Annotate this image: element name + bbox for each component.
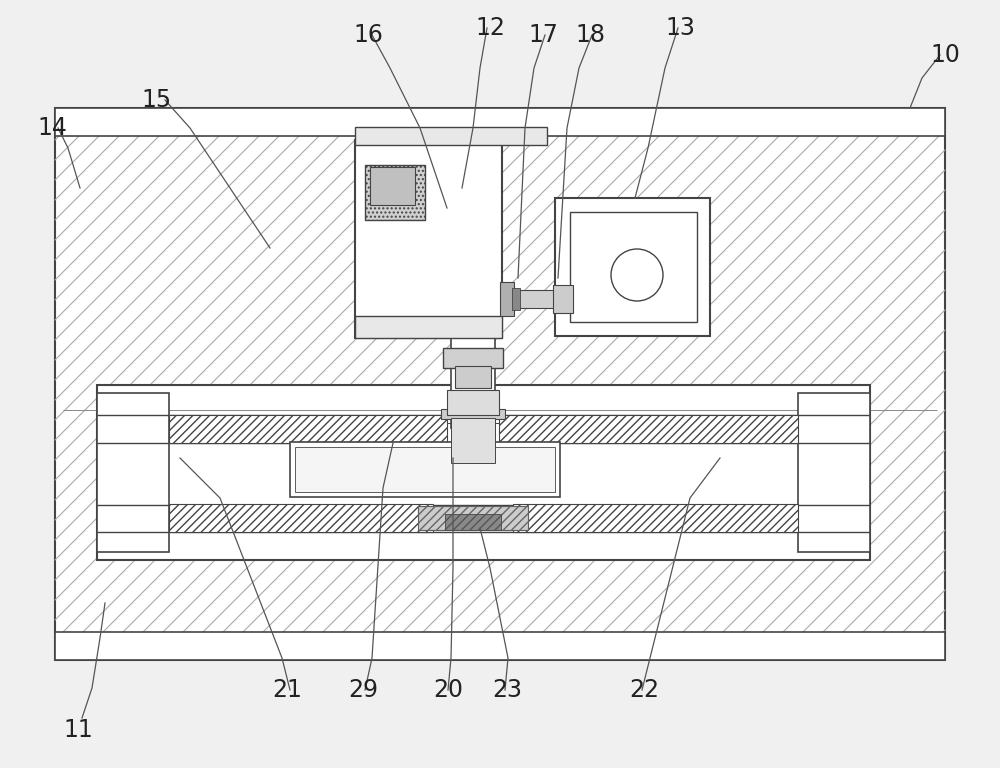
Bar — [370, 167, 415, 205]
Bar — [169, 415, 447, 443]
Text: 12: 12 — [475, 16, 505, 40]
Bar — [451, 338, 495, 428]
Bar — [55, 108, 945, 136]
Text: 20: 20 — [433, 678, 463, 702]
Bar — [418, 506, 528, 530]
Bar — [445, 514, 501, 530]
Bar — [512, 288, 520, 310]
Bar — [499, 415, 798, 443]
Bar — [451, 418, 495, 463]
Text: 29: 29 — [348, 678, 378, 702]
Text: 14: 14 — [37, 116, 67, 140]
Bar — [97, 385, 870, 560]
Bar — [418, 506, 528, 530]
Text: 23: 23 — [492, 678, 522, 702]
Bar — [355, 316, 502, 338]
Bar — [447, 390, 499, 415]
Text: 16: 16 — [353, 23, 383, 47]
Bar — [570, 212, 697, 322]
Bar — [455, 366, 491, 388]
Text: 13: 13 — [665, 16, 695, 40]
Bar — [798, 393, 870, 552]
Bar — [365, 165, 425, 220]
Bar — [365, 165, 425, 220]
Bar — [355, 140, 502, 338]
Bar — [55, 108, 945, 660]
Bar — [55, 632, 945, 660]
Text: 10: 10 — [930, 43, 960, 67]
Bar — [445, 514, 501, 530]
Bar — [555, 198, 710, 336]
Text: 15: 15 — [142, 88, 172, 112]
Text: 22: 22 — [629, 678, 659, 702]
Bar — [97, 393, 169, 552]
Text: 21: 21 — [272, 678, 302, 702]
Text: 11: 11 — [63, 718, 93, 742]
Circle shape — [611, 249, 663, 301]
Bar — [553, 285, 573, 313]
Text: 18: 18 — [575, 23, 605, 47]
Text: 17: 17 — [528, 23, 558, 47]
Bar — [500, 282, 514, 316]
Bar — [513, 504, 798, 532]
Bar — [169, 504, 433, 532]
Bar — [443, 348, 503, 368]
Bar — [502, 290, 555, 308]
Bar — [290, 442, 560, 497]
Bar — [441, 409, 505, 419]
Bar — [295, 447, 555, 492]
Bar — [355, 127, 547, 145]
